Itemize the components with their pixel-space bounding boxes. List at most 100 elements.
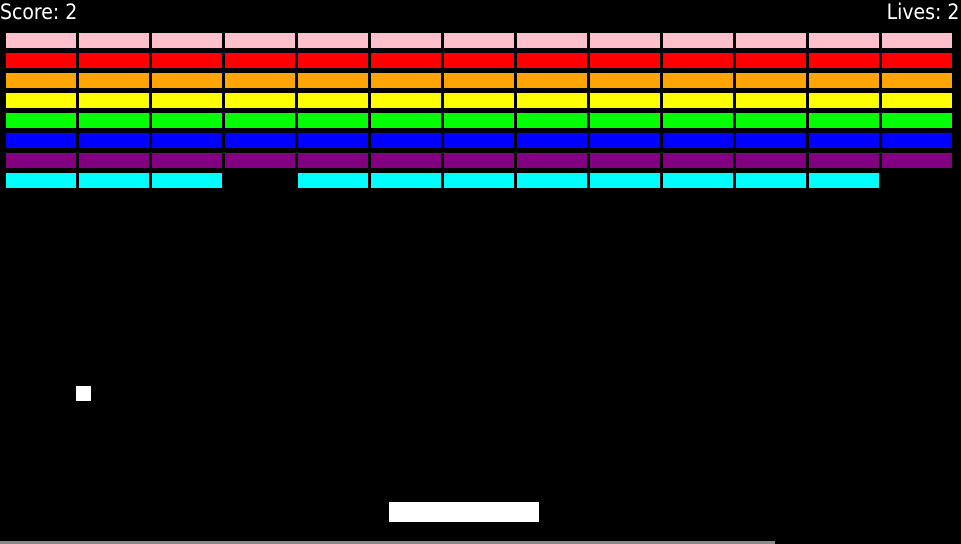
brick: [882, 53, 952, 68]
brick: [6, 113, 76, 128]
brick: [225, 93, 295, 108]
brick: [809, 33, 879, 48]
brick: [6, 173, 76, 188]
brick: [152, 133, 222, 148]
brick: [663, 113, 733, 128]
brick: [152, 153, 222, 168]
brick: [6, 73, 76, 88]
brick: [79, 93, 149, 108]
brick: [590, 173, 660, 188]
brick: [79, 53, 149, 68]
brick: [79, 73, 149, 88]
brick: [225, 153, 295, 168]
brick: [152, 33, 222, 48]
brick: [152, 173, 222, 188]
brick: [225, 33, 295, 48]
brick: [298, 53, 368, 68]
brick: [663, 153, 733, 168]
brick: [590, 133, 660, 148]
brick: [371, 173, 441, 188]
brick: [736, 33, 806, 48]
brick: [6, 33, 76, 48]
brick: [736, 53, 806, 68]
brick: [371, 93, 441, 108]
brick: [444, 173, 514, 188]
ball: [76, 386, 91, 401]
brick: [79, 153, 149, 168]
brick: [809, 153, 879, 168]
brick: [590, 33, 660, 48]
brick: [152, 53, 222, 68]
brick: [6, 133, 76, 148]
brick: [298, 133, 368, 148]
brick: [517, 133, 587, 148]
brick: [6, 93, 76, 108]
brick: [444, 73, 514, 88]
brick: [809, 93, 879, 108]
brick: [809, 133, 879, 148]
brick: [809, 73, 879, 88]
brick: [882, 93, 952, 108]
brick: [298, 113, 368, 128]
brick: [152, 113, 222, 128]
paddle: [389, 502, 539, 522]
brick: [444, 133, 514, 148]
brick: [79, 133, 149, 148]
brick: [882, 73, 952, 88]
brick: [298, 93, 368, 108]
brick: [736, 113, 806, 128]
brick: [517, 153, 587, 168]
brick: [225, 113, 295, 128]
brick: [371, 113, 441, 128]
score: Score: 2: [0, 0, 77, 24]
brick: [298, 173, 368, 188]
brick: [590, 93, 660, 108]
brick: [517, 173, 587, 188]
brick: [809, 173, 879, 188]
brick: [225, 73, 295, 88]
brick: [444, 93, 514, 108]
brick: [444, 33, 514, 48]
bottom-bar: [0, 541, 775, 544]
brick: [882, 113, 952, 128]
brick: [590, 73, 660, 88]
brick: [736, 133, 806, 148]
brick: [371, 33, 441, 48]
brick: [79, 33, 149, 48]
brick: [590, 153, 660, 168]
brick: [371, 133, 441, 148]
brick: [663, 73, 733, 88]
bricks: [6, 33, 952, 188]
brick: [736, 73, 806, 88]
brick: [663, 93, 733, 108]
brick: [444, 153, 514, 168]
brick: [298, 33, 368, 48]
brick: [663, 133, 733, 148]
brick: [590, 113, 660, 128]
lives: Lives: 2: [887, 0, 960, 24]
brick: [298, 153, 368, 168]
brick: [882, 133, 952, 148]
brick: [79, 173, 149, 188]
brick: [517, 93, 587, 108]
brick: [736, 153, 806, 168]
brick: [298, 73, 368, 88]
brick: [663, 33, 733, 48]
brick: [517, 73, 587, 88]
brick: [444, 113, 514, 128]
brick: [882, 153, 952, 168]
brick: [79, 113, 149, 128]
brick: [152, 73, 222, 88]
brick: [6, 53, 76, 68]
brick: [371, 153, 441, 168]
brick: [663, 53, 733, 68]
brick: [882, 33, 952, 48]
brick: [736, 173, 806, 188]
brick: [517, 53, 587, 68]
brick: [517, 113, 587, 128]
brick: [590, 53, 660, 68]
brick: [152, 93, 222, 108]
brick: [809, 53, 879, 68]
